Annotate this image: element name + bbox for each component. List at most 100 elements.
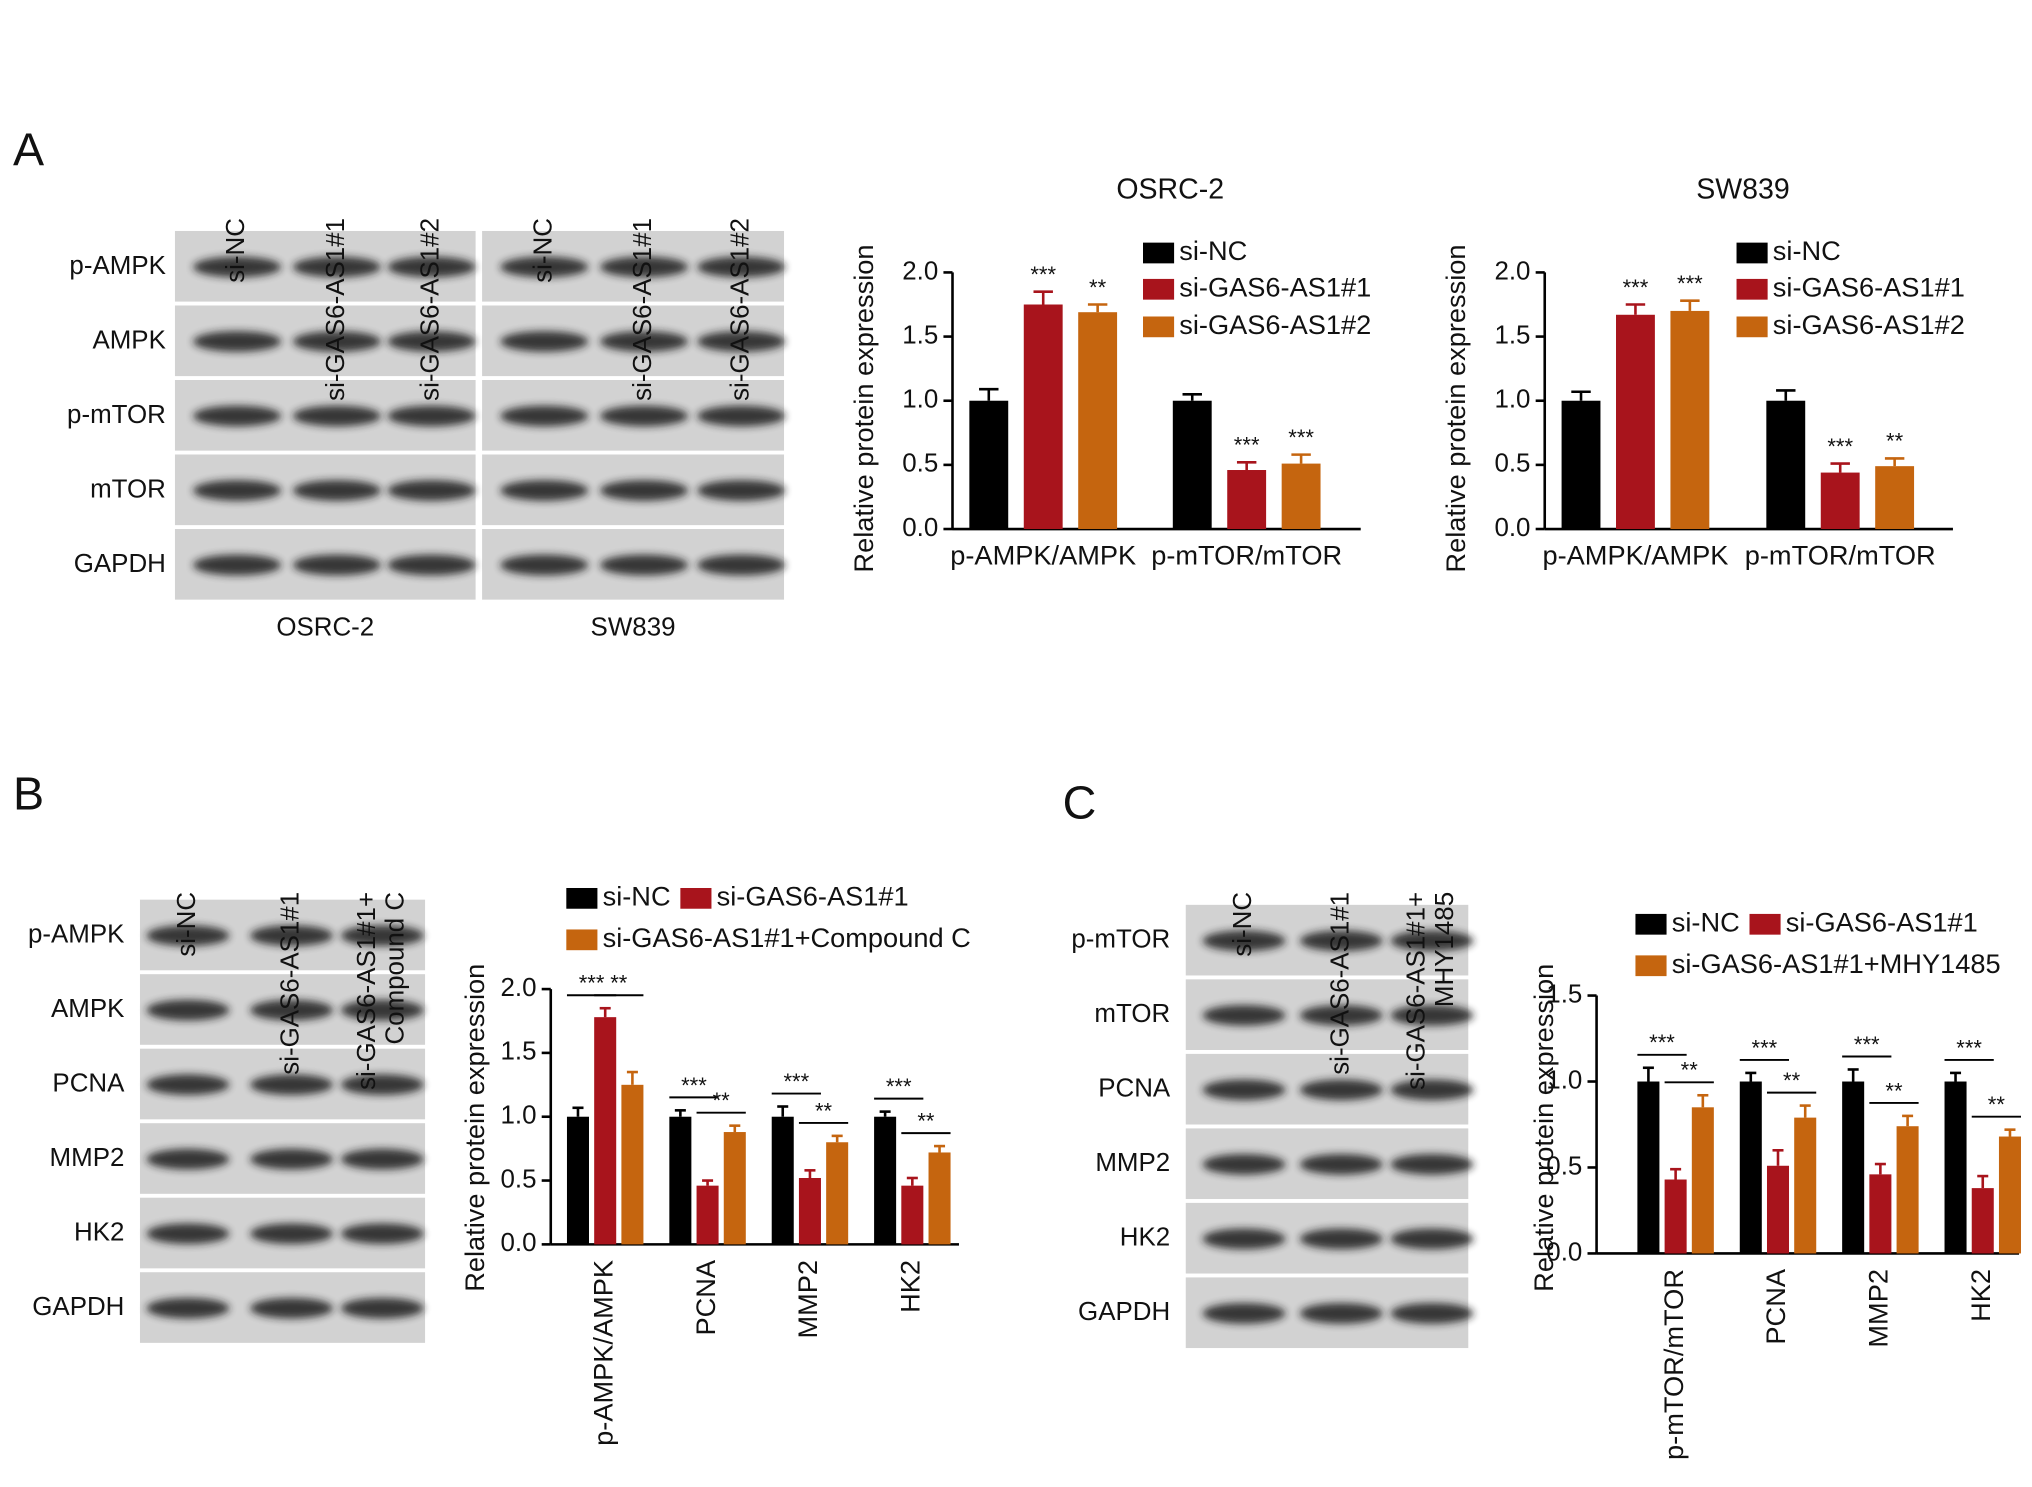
error-bar [804,1169,816,1178]
blot-row-label: MMP2 [50,1144,125,1172]
panel-label: C [1063,777,1097,829]
blot-band [1202,930,1286,952]
bar [1820,472,1860,530]
error-bar [831,1134,843,1143]
y-tick-label: 0.5 [902,450,938,478]
lane-label-line: si-GAS6-AS1#1 [276,892,304,1075]
blot-row-label: p-AMPK [69,252,165,280]
error-bar [1087,303,1108,313]
legend-label: si-GAS6-AS1#1 [717,881,909,912]
error-bar [879,1110,891,1117]
blot-band [146,1297,230,1319]
blot-band [1390,1153,1474,1175]
blot-row-label: MMP2 [1095,1149,1170,1177]
lane-label-line: si-GAS6-AS1#1+ [1403,892,1431,1090]
legend-swatch [1635,913,1667,935]
bar [798,1177,821,1245]
lane-label-line: si-GAS6-AS1#2 [726,218,754,401]
significance-label: *** [1623,275,1649,300]
blot-band [1390,1303,1474,1324]
blot-band [1202,1079,1286,1101]
blot-row-label: mTOR [1094,1000,1170,1028]
y-tick-label: 0.5 [1494,450,1530,478]
error-bar [777,1105,789,1117]
lane-label-line: si-NC [173,892,201,957]
bar [621,1084,644,1245]
legend-swatch [1143,242,1175,264]
x-tick-label: p-mTOR/mTOR [1658,1269,1689,1460]
blot-band [600,554,689,576]
error-bar [1772,1148,1784,1166]
blot-row-label: HK2 [74,1219,124,1247]
significance-label: *** [1956,1035,1982,1060]
bar [901,1185,924,1245]
blot-row-label: PCNA [1098,1075,1171,1103]
legend-label: si-NC [1672,906,1740,937]
blot-band [387,554,476,576]
error-bar [1830,462,1850,473]
x-tick-label: MMP2 [792,1260,823,1339]
blot-band [387,480,476,501]
legend-label: si-NC [1179,235,1247,266]
significance-label: ** [1885,1078,1903,1103]
blot-group-label: OSRC-2 [276,614,374,642]
bar [1281,463,1321,530]
significance-label: *** [1677,271,1703,296]
error-bar [1884,457,1905,467]
blot-band [697,256,786,278]
blot-band [292,405,381,427]
panel-label: A [13,124,45,176]
lane-label-line: si-GAS6-AS1#2 [416,218,444,401]
significance-label: *** [1288,425,1314,450]
y-axis-label: Relative protein expression [1440,244,1471,572]
lane-label-line: si-NC [529,218,557,283]
significance-label: ** [1089,275,1107,300]
blot-band [146,999,230,1021]
blot-band [600,480,689,501]
y-tick-label: 0.0 [1494,514,1530,542]
x-tick-label: PCNA [1760,1268,1791,1344]
blot-band [193,480,282,501]
significance-label: *** [1030,262,1056,287]
blot-row-label: AMPK [51,995,124,1023]
x-tick-label: PCNA [690,1259,721,1335]
lane-label-line: MHY1485 [1431,892,1459,1007]
legend-label: si-GAS6-AS1#1 [1786,906,1978,937]
lane-label: si-GAS6-AS1#2 [416,218,444,401]
lane-label-line: si-NC [222,218,250,283]
bar [594,1017,617,1245]
legend-swatch [1736,316,1768,338]
lane-label: si-NC [222,218,250,283]
legend-swatch [566,887,598,909]
legend-swatch [1143,316,1175,338]
bar [1842,1081,1865,1254]
blot-band [1202,1228,1286,1250]
x-tick-label: MMP2 [1863,1269,1894,1348]
legend-label: si-GAS6-AS1#1+Compound C [603,922,971,953]
blot-band [1390,1004,1474,1026]
error-bar [572,1106,584,1117]
blot-band [500,331,589,352]
y-tick-label: 2.0 [1494,257,1530,285]
blot-band [500,405,589,427]
significance-label: ** [917,1109,935,1134]
significance-label: *** [783,1069,809,1094]
blot-band [193,331,282,352]
legend-label: si-NC [1773,235,1841,266]
blot-row-label: HK2 [1120,1224,1170,1252]
error-bar [1874,1162,1886,1175]
blot-row-label: PCNA [52,1069,125,1097]
lane-label: si-GAS6-AS1#2 [726,218,754,401]
legend-label: si-GAS6-AS1#2 [1773,309,1965,340]
legend-swatch [1736,278,1768,300]
lane-label: si-GAS6-AS1#1 [322,218,350,401]
error-bar [1291,453,1311,464]
blot-group-label: SW839 [591,614,676,642]
bar [566,1116,589,1245]
blot-band [600,331,689,352]
error-bar [979,387,999,401]
lane-label-line: Compound C [381,892,409,1045]
blot-band [193,405,282,427]
significance-label: ** [815,1098,833,1123]
